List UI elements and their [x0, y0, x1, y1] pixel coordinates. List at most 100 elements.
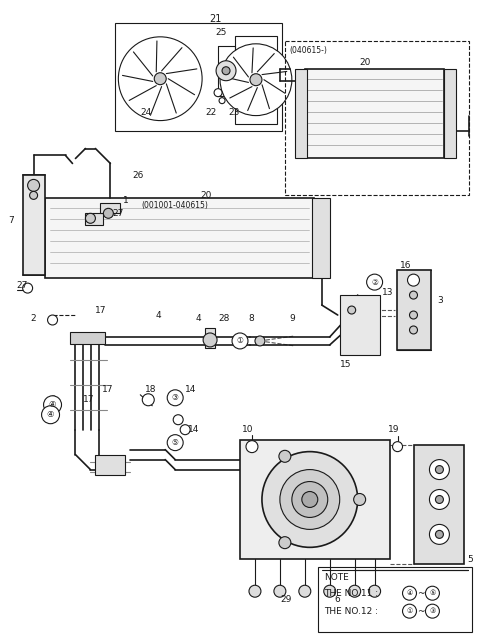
Text: ②: ② — [371, 278, 378, 287]
Circle shape — [354, 493, 366, 506]
Bar — [444, 69, 456, 158]
Text: 4: 4 — [155, 310, 161, 319]
Bar — [45, 198, 314, 278]
Text: (040615-): (040615-) — [290, 46, 328, 55]
Circle shape — [435, 466, 444, 473]
Bar — [235, 36, 277, 124]
Circle shape — [409, 326, 418, 334]
Text: 13: 13 — [382, 288, 393, 297]
Text: 29: 29 — [280, 594, 291, 603]
Text: 24: 24 — [140, 108, 152, 117]
Circle shape — [48, 315, 58, 325]
Circle shape — [292, 482, 328, 517]
Text: 14: 14 — [188, 425, 200, 434]
Text: THE NO.11 :: THE NO.11 : — [324, 589, 378, 598]
Text: 15: 15 — [340, 361, 351, 370]
Text: ④: ④ — [47, 410, 54, 419]
Text: 25: 25 — [215, 28, 227, 37]
Circle shape — [403, 586, 417, 600]
Text: 27: 27 — [112, 209, 124, 218]
Circle shape — [154, 73, 166, 85]
Bar — [71, 332, 106, 344]
Text: ⑤: ⑤ — [172, 438, 179, 447]
Text: 22: 22 — [205, 108, 216, 117]
Bar — [115, 23, 282, 131]
Text: 3: 3 — [437, 296, 443, 305]
Text: 19: 19 — [387, 425, 399, 434]
Circle shape — [103, 208, 113, 218]
Text: ③: ③ — [172, 393, 179, 402]
Text: ④: ④ — [49, 401, 56, 409]
Circle shape — [408, 274, 420, 286]
Text: 17: 17 — [96, 305, 107, 314]
Bar — [295, 69, 307, 158]
Text: ③: ③ — [429, 608, 435, 614]
Circle shape — [167, 390, 183, 406]
Text: ④: ④ — [48, 395, 57, 405]
Circle shape — [249, 585, 261, 597]
Bar — [85, 213, 103, 225]
Text: 4: 4 — [195, 314, 201, 323]
Circle shape — [393, 442, 403, 451]
Text: ①: ① — [237, 336, 243, 345]
Circle shape — [255, 336, 265, 346]
Bar — [96, 455, 125, 475]
Text: 10: 10 — [242, 425, 253, 434]
Circle shape — [42, 406, 60, 424]
Circle shape — [85, 213, 96, 223]
Circle shape — [299, 585, 311, 597]
Text: 1: 1 — [123, 196, 129, 205]
Circle shape — [435, 495, 444, 504]
Circle shape — [324, 585, 336, 597]
Text: 7: 7 — [9, 216, 14, 225]
Circle shape — [214, 89, 222, 97]
Circle shape — [279, 536, 291, 549]
Text: 9: 9 — [290, 314, 296, 323]
Circle shape — [425, 604, 439, 618]
Text: THE NO.12 :: THE NO.12 : — [324, 607, 378, 616]
Circle shape — [262, 451, 358, 547]
Bar — [23, 175, 45, 275]
Circle shape — [367, 274, 383, 290]
Text: 14: 14 — [185, 385, 196, 394]
Text: ~: ~ — [418, 607, 425, 616]
Text: ①: ① — [407, 608, 413, 614]
Bar — [285, 41, 469, 195]
Bar — [340, 295, 380, 355]
Circle shape — [280, 469, 340, 529]
Text: 23: 23 — [228, 108, 240, 117]
Circle shape — [348, 585, 360, 597]
Circle shape — [302, 491, 318, 507]
Circle shape — [23, 283, 33, 293]
Circle shape — [30, 191, 37, 200]
Text: 28: 28 — [218, 314, 229, 323]
Circle shape — [216, 61, 236, 80]
Circle shape — [430, 489, 449, 509]
Bar — [240, 440, 390, 559]
Bar — [318, 567, 472, 632]
Text: NOTE: NOTE — [324, 573, 348, 582]
Circle shape — [425, 586, 439, 600]
Text: 6: 6 — [335, 594, 340, 603]
Circle shape — [246, 440, 258, 453]
Text: 8: 8 — [248, 314, 254, 323]
Bar — [415, 444, 464, 564]
Text: 27: 27 — [17, 281, 28, 290]
Circle shape — [173, 415, 183, 424]
Circle shape — [28, 180, 39, 191]
Circle shape — [180, 424, 190, 435]
Text: ~: ~ — [418, 589, 425, 598]
Bar — [305, 69, 444, 158]
Circle shape — [409, 291, 418, 299]
Text: 2: 2 — [31, 314, 36, 323]
Circle shape — [430, 524, 449, 544]
Circle shape — [119, 37, 202, 120]
Bar — [396, 270, 432, 350]
Text: 26: 26 — [132, 171, 144, 180]
Text: 18: 18 — [145, 385, 157, 394]
Circle shape — [250, 73, 262, 86]
Circle shape — [219, 98, 225, 104]
Circle shape — [167, 435, 183, 451]
Bar — [312, 198, 330, 278]
Text: 5: 5 — [468, 555, 473, 564]
